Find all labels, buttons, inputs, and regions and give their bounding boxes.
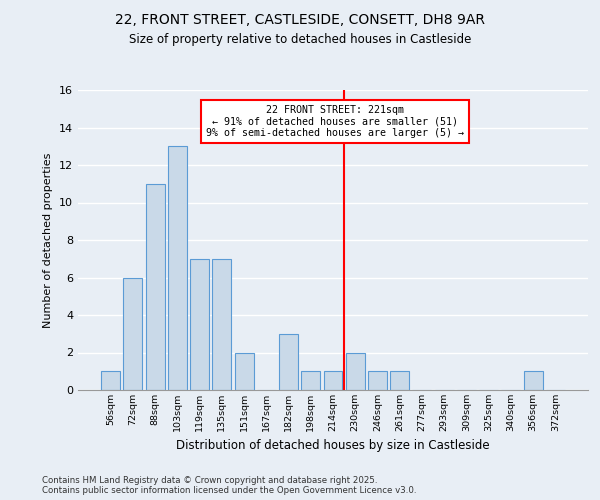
Bar (346, 352, 365, 390)
Text: 22 FRONT STREET: 221sqm
← 91% of detached houses are smaller (51)
9% of semi-det: 22 FRONT STREET: 221sqm ← 91% of detache… (206, 105, 464, 138)
Bar (146, 184, 164, 390)
Bar (168, 146, 187, 390)
Bar (524, 371, 542, 390)
Text: 22, FRONT STREET, CASTLESIDE, CONSETT, DH8 9AR: 22, FRONT STREET, CASTLESIDE, CONSETT, D… (115, 12, 485, 26)
Bar (390, 371, 409, 390)
Bar (124, 278, 142, 390)
Text: Contains HM Land Registry data © Crown copyright and database right 2025.
Contai: Contains HM Land Registry data © Crown c… (42, 476, 416, 495)
Bar (323, 371, 343, 390)
Text: Size of property relative to detached houses in Castleside: Size of property relative to detached ho… (129, 32, 471, 46)
X-axis label: Distribution of detached houses by size in Castleside: Distribution of detached houses by size … (176, 440, 490, 452)
Bar (301, 371, 320, 390)
Bar (190, 259, 209, 390)
Bar (368, 371, 387, 390)
Y-axis label: Number of detached properties: Number of detached properties (43, 152, 53, 328)
Bar (212, 259, 231, 390)
Bar (279, 334, 298, 390)
Bar (235, 352, 254, 390)
Bar (101, 371, 120, 390)
